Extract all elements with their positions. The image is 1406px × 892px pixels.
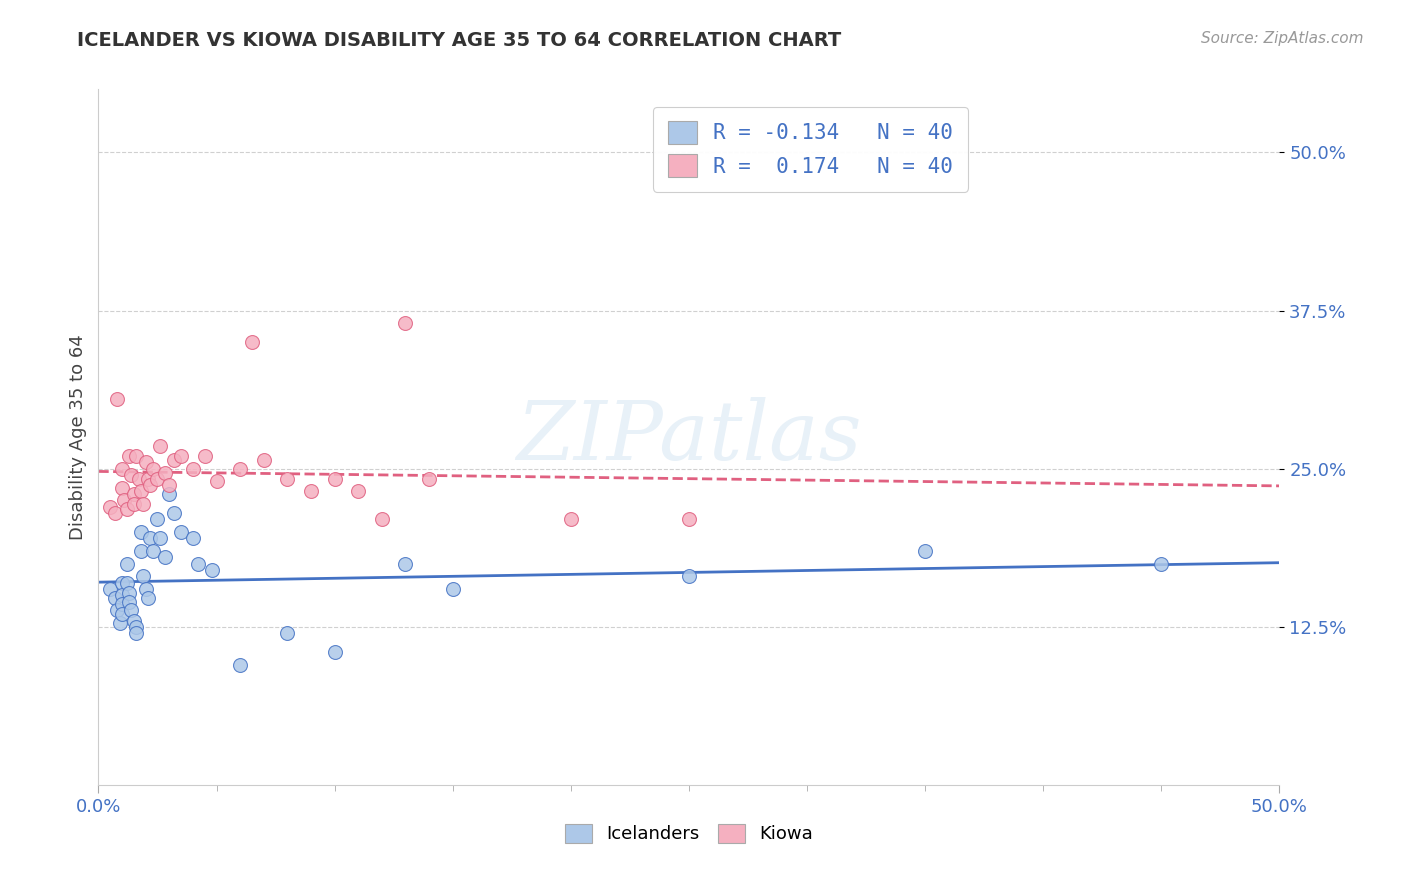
Point [153,466,176,480]
Point [111,588,134,602]
Point [104,506,127,520]
Point [157,478,180,492]
Point [139,531,162,545]
Point [205,475,228,489]
Point [142,461,165,475]
Point [371,512,394,526]
Point [129,484,152,499]
Point [121,468,143,483]
Point [149,531,172,545]
Point [121,603,143,617]
Point [122,487,145,501]
Point [111,597,134,611]
Point [128,472,150,486]
Legend: Icelanders, Kiowa: Icelanders, Kiowa [555,815,823,853]
Point [157,487,180,501]
Point [105,603,128,617]
Point [170,449,193,463]
Point [118,594,141,608]
Point [170,524,193,539]
Point [229,657,252,672]
Point [122,497,145,511]
Point [163,453,186,467]
Point [111,481,134,495]
Point [115,502,138,516]
Point [98,582,121,596]
Point [229,461,252,475]
Text: ZIPatlas: ZIPatlas [516,397,862,477]
Point [98,500,121,514]
Point [122,614,145,628]
Point [441,582,464,596]
Point [323,472,346,486]
Y-axis label: Disability Age 35 to 64: Disability Age 35 to 64 [69,334,87,540]
Point [163,506,186,520]
Point [914,544,936,558]
Point [125,620,148,634]
Point [394,316,416,330]
Point [153,550,176,565]
Point [132,569,155,583]
Text: ICELANDER VS KIOWA DISABILITY AGE 35 TO 64 CORRELATION CHART: ICELANDER VS KIOWA DISABILITY AGE 35 TO … [77,31,842,50]
Point [678,569,700,583]
Point [146,512,169,526]
Point [129,524,152,539]
Point [149,439,172,453]
Point [187,557,209,571]
Point [135,582,157,596]
Point [253,453,276,467]
Point [118,449,141,463]
Point [135,455,157,469]
Point [136,472,159,486]
Point [323,645,346,659]
Point [111,607,134,622]
Point [560,512,582,526]
Point [181,531,204,545]
Point [347,484,370,499]
Point [146,472,169,486]
Point [194,449,217,463]
Text: Source: ZipAtlas.com: Source: ZipAtlas.com [1201,31,1364,46]
Point [108,615,131,630]
Point [299,484,322,499]
Point [139,478,162,492]
Point [276,472,298,486]
Point [115,557,138,571]
Point [276,626,298,640]
Point [118,585,141,599]
Point [201,563,224,577]
Point [115,575,138,590]
Point [129,544,152,558]
Point [125,449,148,463]
Point [678,512,700,526]
Point [111,461,134,475]
Point [111,575,134,590]
Point [112,493,135,508]
Point [104,591,127,605]
Point [132,497,155,511]
Point [105,392,128,406]
Point [1150,557,1173,571]
Point [394,557,416,571]
Point [418,472,440,486]
Point [181,461,204,475]
Point [136,591,159,605]
Point [142,544,165,558]
Point [240,335,263,350]
Point [125,626,148,640]
